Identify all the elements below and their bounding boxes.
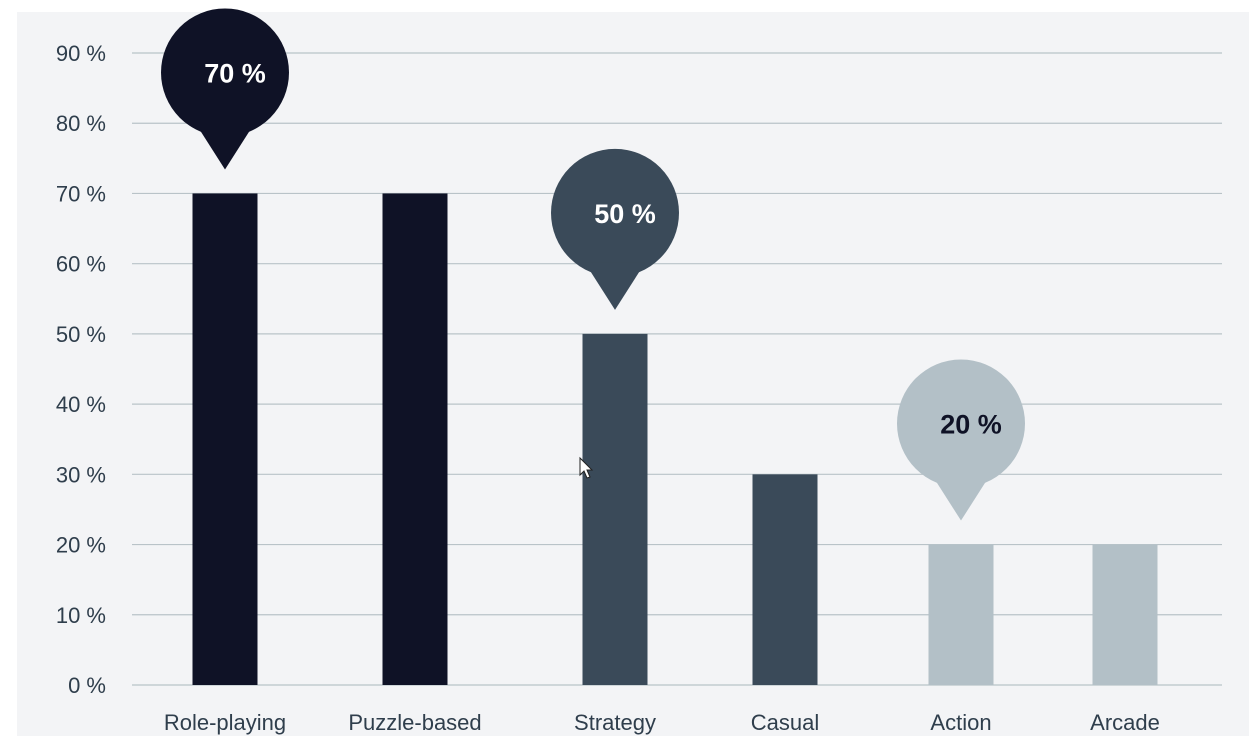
y-tick-label: 90 % [56, 41, 106, 66]
x-category-label: Arcade [1090, 710, 1160, 735]
y-tick-label: 10 % [56, 603, 106, 628]
callout-value-label: 20 % [940, 410, 1002, 440]
value-callout: 70 % [161, 8, 289, 170]
bar-action [928, 544, 994, 685]
x-axis-categories: Role-playing Puzzle-based Strategy Casual Ac… [164, 710, 1160, 735]
bars [192, 193, 1158, 685]
x-category-label: Action [930, 710, 991, 735]
value-callouts: 70 % 50 % 20 % [161, 8, 1025, 521]
callout-bubble [897, 359, 1025, 488]
y-tick-label: 50 % [56, 322, 106, 347]
callout-bubble [161, 8, 289, 137]
x-category-label: Strategy [574, 710, 656, 735]
x-category-label: Casual [751, 710, 819, 735]
bar-role-playing [192, 193, 258, 685]
bar-arcade [1092, 544, 1158, 685]
bar-strategy [582, 333, 648, 685]
y-tick-label: 40 % [56, 392, 106, 417]
y-tick-label: 70 % [56, 181, 106, 206]
y-tick-label: 0 % [68, 673, 106, 698]
y-tick-label: 80 % [56, 111, 106, 136]
gridlines [132, 52, 1222, 686]
y-tick-label: 20 % [56, 533, 106, 558]
callout-pointer [931, 473, 991, 521]
y-tick-label: 60 % [56, 252, 106, 277]
callout-value-label: 70 % [204, 58, 266, 88]
value-callout: 50 % [551, 148, 679, 310]
y-tick-label: 30 % [56, 462, 106, 487]
bar-puzzle-based [382, 193, 448, 685]
value-callout: 20 % [897, 359, 1025, 521]
x-category-label: Role-playing [164, 710, 286, 735]
callout-bubble [551, 148, 679, 277]
callout-pointer [585, 262, 645, 310]
x-category-label: Puzzle-based [348, 710, 481, 735]
y-axis-ticks: 0 % 10 % 20 % 30 % 40 % 50 % 60 % 70 % 80 % 90 % [56, 41, 106, 698]
callout-pointer [195, 122, 255, 170]
bar-casual [752, 474, 818, 685]
callout-value-label: 50 % [594, 199, 656, 229]
